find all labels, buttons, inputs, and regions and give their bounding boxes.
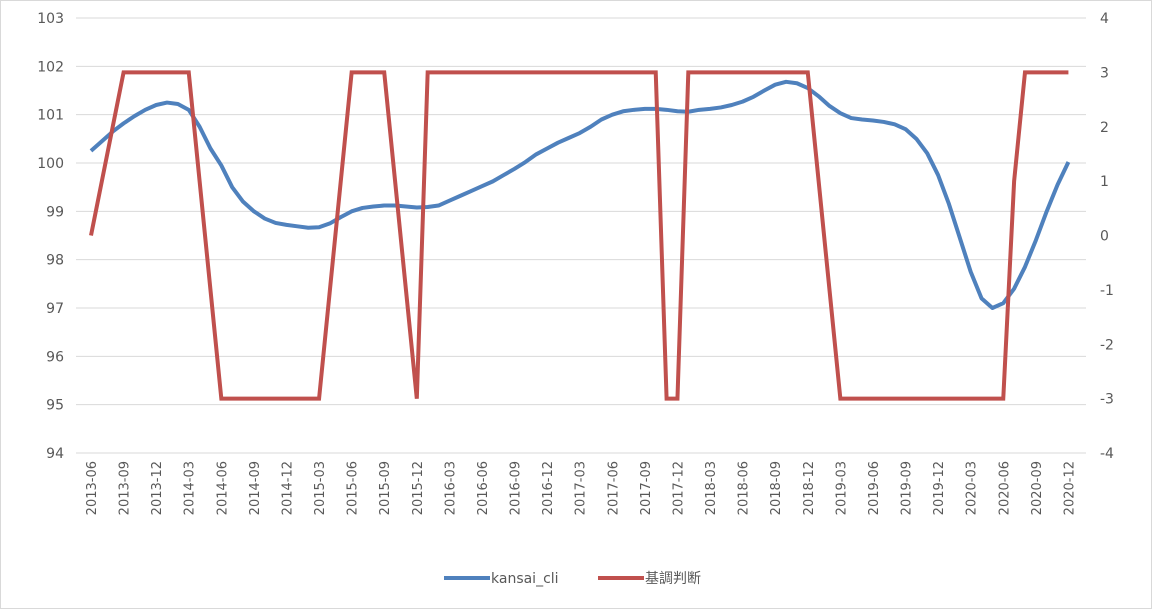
x-tick-label: 2016-03	[443, 461, 458, 515]
series-line-kicho-handan	[89, 70, 1069, 401]
x-tick-label: 2018-12	[802, 461, 817, 515]
x-tick-label: 2013-06	[85, 461, 100, 515]
x-tick-label: 2015-03	[313, 461, 328, 515]
x-tick-label: 2017-12	[671, 461, 686, 515]
legend-label-kansai-cli: kansai_cli	[491, 571, 559, 587]
x-tick-label: 2014-06	[215, 461, 230, 515]
x-tick-label: 2019-12	[932, 461, 947, 515]
right-tick-label: 0	[1100, 229, 1109, 245]
left-tick-label: 99	[46, 204, 64, 220]
left-tick-label: 94	[46, 446, 64, 462]
left-tick-label: 102	[37, 59, 64, 75]
x-tick-label: 2015-12	[411, 461, 426, 515]
right-tick-label: 2	[1100, 120, 1109, 136]
x-tick-label: 2018-06	[737, 461, 752, 515]
right-tick-label: -1	[1100, 283, 1114, 299]
series-lines	[89, 70, 1071, 401]
right-tick-label: 4	[1100, 11, 1109, 27]
legend: kansai_cli 基調判断	[444, 570, 701, 587]
x-axis: 2013-06 2013-09 2013-12 2014-03 2014-06 2014-…	[85, 461, 1077, 515]
x-tick-label: 2014-12	[280, 461, 295, 515]
left-tick-label: 95	[46, 398, 64, 414]
x-tick-label: 2016-12	[541, 461, 556, 515]
x-tick-label: 2019-06	[867, 461, 882, 515]
right-y-axis: -4 -3 -2 -1 0 1 2 3 4	[1100, 11, 1114, 462]
x-tick-label: 2019-03	[834, 461, 849, 515]
x-tick-label: 2013-09	[118, 461, 133, 515]
series-line-kansai-cli	[89, 79, 1071, 310]
right-tick-label: -4	[1100, 446, 1114, 462]
x-tick-label: 2014-09	[248, 461, 263, 515]
left-tick-label: 103	[37, 11, 64, 27]
right-tick-label: -3	[1100, 392, 1114, 408]
x-tick-label: 2020-12	[1062, 461, 1077, 515]
left-tick-label: 98	[46, 253, 64, 269]
right-tick-label: 1	[1100, 174, 1109, 190]
x-tick-label: 2016-09	[509, 461, 524, 515]
x-tick-label: 2017-03	[574, 461, 589, 515]
left-tick-label: 96	[46, 349, 64, 365]
left-tick-label: 97	[46, 301, 64, 317]
x-tick-label: 2014-03	[183, 461, 198, 515]
x-tick-label: 2019-09	[900, 461, 915, 515]
x-tick-label: 2013-12	[150, 461, 165, 515]
x-tick-label: 2020-03	[965, 461, 980, 515]
left-tick-label: 101	[37, 108, 64, 124]
x-tick-label: 2018-03	[704, 461, 719, 515]
x-tick-label: 2020-09	[1030, 461, 1045, 515]
x-tick-label: 2017-06	[606, 461, 621, 515]
left-y-axis: 94 95 96 97 98 99 100 101 102 103	[37, 11, 64, 462]
gridlines	[76, 17, 1086, 454]
right-tick-label: 3	[1100, 65, 1109, 81]
right-tick-label: -2	[1100, 337, 1114, 353]
x-tick-label: 2020-06	[997, 461, 1012, 515]
legend-label-kicho-handan: 基調判断	[645, 570, 701, 587]
left-tick-label: 100	[37, 156, 64, 172]
x-tick-label: 2017-09	[639, 461, 654, 515]
x-tick-label: 2015-06	[346, 461, 361, 515]
x-tick-label: 2016-06	[476, 461, 491, 515]
x-tick-label: 2018-09	[769, 461, 784, 515]
x-tick-label: 2015-09	[378, 461, 393, 515]
